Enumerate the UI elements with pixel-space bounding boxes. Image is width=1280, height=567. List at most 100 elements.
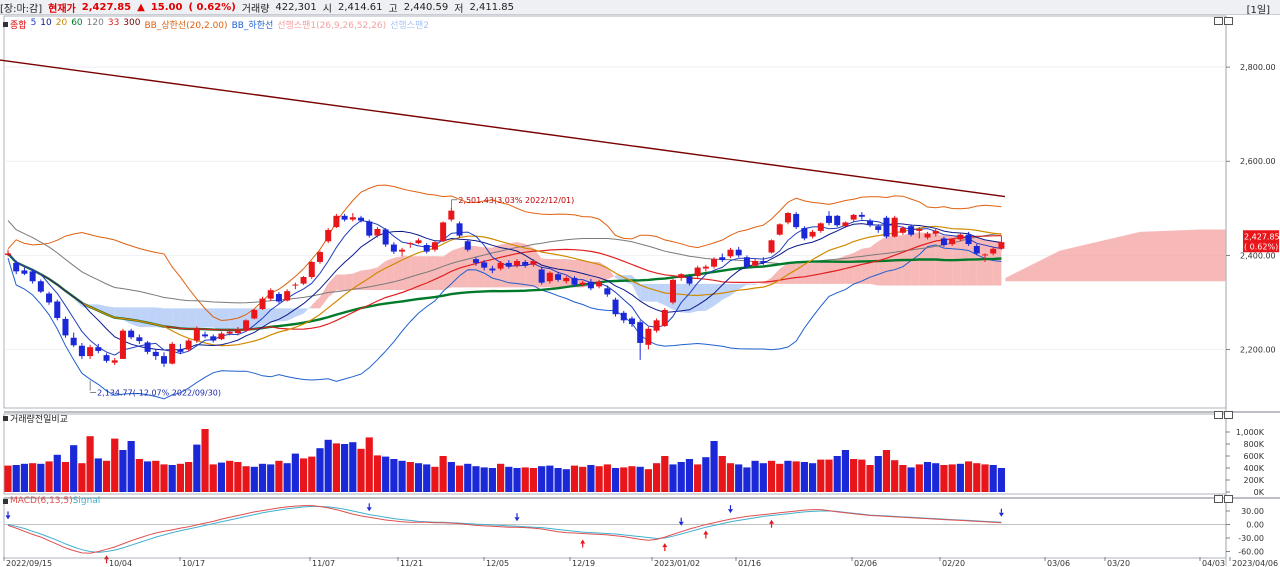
- candle-body: [448, 210, 455, 220]
- volume-bar: [37, 463, 45, 492]
- volume-bar: [299, 458, 308, 492]
- period-selector[interactable]: [1일]: [1246, 5, 1270, 16]
- volume-bar: [915, 464, 923, 492]
- volume-y-tick-label: 1,000K: [1236, 428, 1265, 437]
- volume-bar: [899, 465, 907, 492]
- volume-bar: [12, 465, 20, 492]
- volume-bar: [529, 468, 538, 492]
- volume-bar: [160, 464, 168, 492]
- buy-signal-arrow-icon: [703, 530, 709, 535]
- candle-body: [234, 330, 241, 334]
- candle-body: [867, 220, 874, 226]
- cloud-segment: [443, 250, 452, 290]
- volume-bar: [554, 468, 562, 492]
- volume-bars: [4, 429, 1006, 492]
- legend-item: 300: [123, 18, 141, 28]
- main-panel-minimize-button[interactable]: [1214, 17, 1223, 25]
- legend-box-icon: [3, 22, 8, 27]
- candle-body: [431, 242, 438, 250]
- volume-bar: [964, 461, 973, 492]
- legend-item: 60: [71, 18, 83, 28]
- candle: [645, 326, 652, 350]
- candle: [267, 288, 274, 302]
- volume-panel-maximize-button[interactable]: [1224, 411, 1233, 419]
- candle-body: [226, 331, 233, 334]
- volume-bar: [455, 465, 464, 492]
- price-annotation: 2,501.43(3.03% 2022/12/01): [458, 196, 574, 205]
- candle: [152, 349, 159, 360]
- candle-body: [850, 214, 857, 220]
- volume-bar: [283, 463, 291, 492]
- volume-bar: [620, 467, 628, 492]
- candle: [784, 212, 791, 225]
- candle: [973, 244, 980, 256]
- candle: [522, 260, 529, 268]
- volume-bar: [669, 464, 677, 492]
- volume-panel-minimize-button[interactable]: [1214, 411, 1223, 419]
- candle: [62, 316, 69, 338]
- cloud-projection: [1005, 229, 1226, 282]
- chart-canvas[interactable]: 2,800.00 2,600.00 2,400.00 2,200.00 2,501.43…: [0, 14, 1280, 567]
- candle-body: [267, 290, 274, 299]
- cloud-segment: [746, 283, 756, 285]
- panel-frame: [3, 497, 1227, 559]
- candle-body: [538, 269, 545, 283]
- candle-body: [358, 217, 365, 221]
- macd-legend: MACD(6,13,5) Signal: [3, 496, 104, 506]
- cloud-segment: [229, 308, 238, 332]
- candle: [908, 224, 915, 237]
- candle: [202, 331, 209, 339]
- volume-bar: [423, 464, 431, 492]
- main-panel-maximize-button[interactable]: [1224, 17, 1233, 25]
- cloud-segment: [804, 263, 813, 284]
- candle: [431, 241, 438, 252]
- candle: [472, 257, 479, 266]
- candle: [358, 215, 365, 223]
- sell-signal-arrow-icon: [998, 512, 1004, 517]
- candle: [826, 211, 832, 226]
- cloud-segment: [344, 273, 353, 291]
- volume-bar: [833, 456, 841, 492]
- candle-body: [784, 213, 791, 223]
- candle: [571, 276, 578, 287]
- candle-body: [13, 262, 20, 272]
- candle-body: [711, 259, 718, 267]
- volume-bar: [341, 444, 349, 492]
- candle: [292, 282, 299, 290]
- legend-item: BB_상한선(20,2.00): [144, 21, 228, 31]
- candle-body: [670, 279, 677, 303]
- cloud-segment: [172, 308, 181, 329]
- candle: [546, 271, 553, 284]
- candle: [760, 257, 767, 265]
- candle: [965, 231, 972, 246]
- volume-bar: [710, 441, 718, 492]
- candle-body: [489, 268, 496, 271]
- cloud-segment: [270, 308, 279, 322]
- candle: [316, 250, 323, 264]
- candle-body: [957, 234, 964, 240]
- volume-bar: [250, 466, 258, 492]
- candle-body: [390, 244, 397, 252]
- volume-bar: [275, 460, 283, 492]
- candle: [21, 267, 28, 276]
- volume-bar: [480, 467, 488, 492]
- macd-panel-maximize-button[interactable]: [1224, 495, 1233, 503]
- cloud-segment: [163, 308, 173, 329]
- macd-panel-minimize-button[interactable]: [1214, 495, 1223, 503]
- volume-bar: [143, 461, 152, 492]
- current-price: 2,427.85: [81, 1, 132, 13]
- volume-bar: [324, 439, 332, 492]
- cloud-segment: [303, 305, 312, 314]
- candle: [251, 309, 258, 320]
- candle-body: [497, 262, 504, 269]
- candle: [801, 226, 808, 241]
- up-arrow-icon: ▲: [137, 1, 145, 13]
- candle-body: [661, 309, 668, 326]
- cloud-segment: [287, 308, 296, 321]
- volume-bar: [176, 463, 185, 492]
- volume-bar: [932, 463, 940, 492]
- cloud-segment: [65, 293, 74, 299]
- ma120-line: [7, 220, 1002, 304]
- candle: [776, 223, 783, 236]
- cloud-segment: [131, 307, 140, 328]
